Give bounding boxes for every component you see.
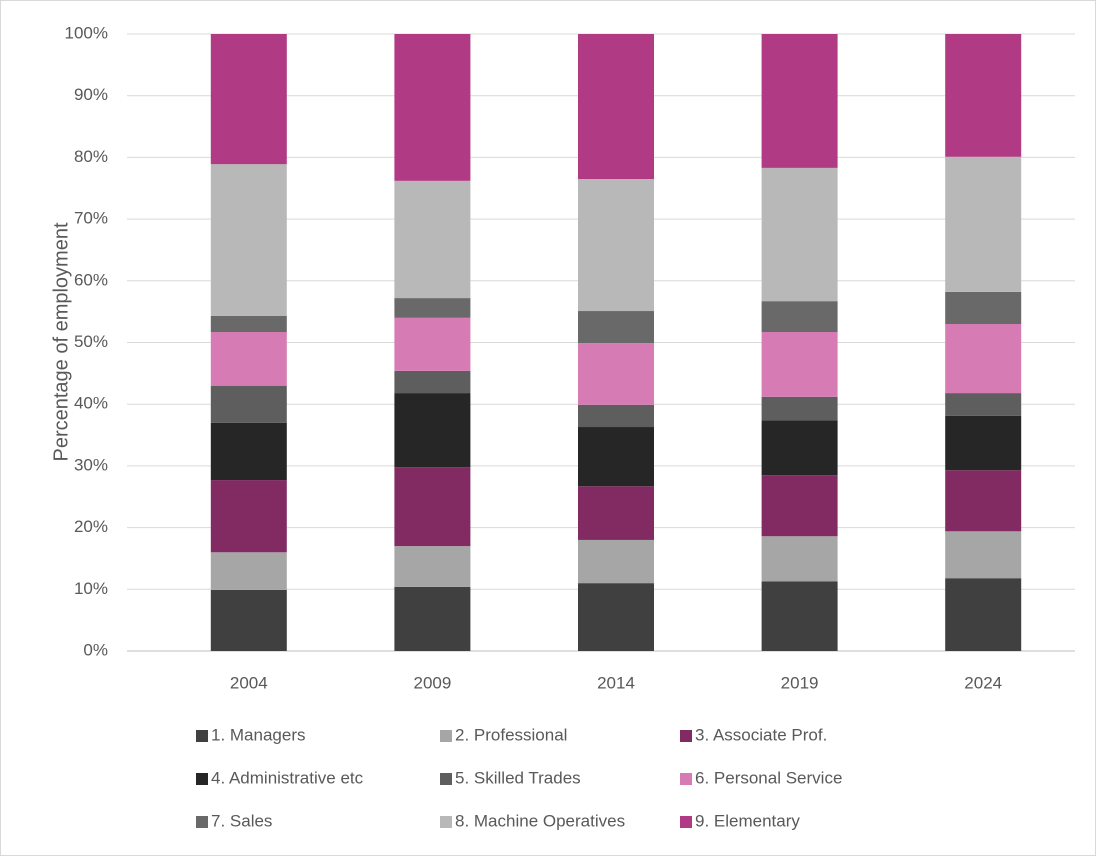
bar-segment	[210, 332, 287, 386]
bar-segment	[578, 311, 654, 344]
legend-label: 7. Sales	[211, 811, 272, 830]
bar-segment	[394, 298, 471, 318]
y-tick-label: 30%	[74, 455, 108, 474]
y-tick-label: 70%	[74, 209, 108, 228]
bar-segment	[761, 420, 838, 476]
x-tick-label: 2014	[597, 673, 635, 692]
bar-segment	[394, 370, 471, 394]
bar-segment	[210, 164, 287, 316]
legend-swatch	[196, 730, 208, 742]
bar-segment	[578, 486, 654, 540]
legend-label: 5. Skilled Trades	[455, 768, 581, 787]
x-tick-label: 2019	[781, 673, 819, 692]
bar-segment	[394, 467, 471, 547]
bar-segment	[578, 343, 654, 405]
bar-segment	[210, 589, 287, 651]
bar-segment	[578, 178, 654, 312]
y-tick-label: 0%	[83, 640, 108, 659]
bar-segment	[578, 404, 654, 428]
bar-segment	[945, 291, 1022, 324]
bar-segment	[761, 332, 838, 397]
bar-segment	[578, 583, 654, 651]
bar-segment	[761, 34, 838, 168]
legend-swatch	[680, 816, 692, 828]
bar-segment	[578, 34, 654, 179]
y-tick-label: 100%	[65, 23, 108, 42]
bar-segment	[210, 480, 287, 553]
legend-swatch	[680, 730, 692, 742]
bar-segment	[394, 546, 471, 587]
bar-segment	[394, 393, 471, 468]
x-tick-label: 2004	[230, 673, 268, 692]
bar-segment	[945, 323, 1022, 394]
bar-segment	[394, 34, 471, 181]
legend-label: 2. Professional	[455, 725, 567, 744]
legend-label: 4. Administrative etc	[211, 768, 364, 787]
y-tick-label: 50%	[74, 332, 108, 351]
y-axis-label: Percentage of employment	[50, 222, 72, 461]
y-tick-label: 40%	[74, 394, 108, 413]
bar-segment	[761, 475, 838, 537]
legend-label: 1. Managers	[211, 725, 306, 744]
bar-segment	[945, 531, 1022, 579]
bar-segment	[945, 578, 1022, 651]
bar-segment	[210, 422, 287, 481]
bar-segment	[761, 167, 838, 302]
bar-segment	[394, 586, 471, 651]
bar-segment	[761, 301, 838, 333]
bar-segment	[945, 156, 1022, 292]
bar-segment	[945, 34, 1022, 157]
y-tick-label: 60%	[74, 270, 108, 289]
y-tick-label: 90%	[74, 85, 108, 104]
bar-segment	[210, 315, 287, 333]
legend-label: 3. Associate Prof.	[695, 725, 827, 744]
bar-segment	[945, 393, 1022, 416]
x-tick-label: 2009	[413, 673, 451, 692]
bar-segment	[578, 427, 654, 487]
legend-swatch	[196, 816, 208, 828]
bar-segment	[210, 34, 287, 165]
bar-segment	[210, 552, 287, 590]
y-tick-label: 80%	[74, 147, 108, 166]
bar-segment	[394, 180, 471, 299]
legend-swatch	[440, 773, 452, 785]
y-tick-label: 10%	[74, 579, 108, 598]
legend-swatch	[440, 730, 452, 742]
legend-swatch	[680, 773, 692, 785]
legend-label: 6. Personal Service	[695, 768, 842, 787]
bar-segment	[578, 539, 654, 584]
bar-segment	[761, 581, 838, 651]
bar-segment	[945, 470, 1022, 532]
bar-segment	[761, 536, 838, 582]
legend-swatch	[196, 773, 208, 785]
bar-segment	[761, 396, 838, 421]
legend-label: 9. Elementary	[695, 811, 800, 830]
bar-segment	[210, 385, 287, 423]
legend-label: 8. Machine Operatives	[455, 811, 625, 830]
x-tick-label: 2024	[964, 673, 1002, 692]
bar-segment	[945, 415, 1022, 471]
y-tick-label: 20%	[74, 517, 108, 536]
bar-segment	[394, 317, 471, 371]
legend-swatch	[440, 816, 452, 828]
